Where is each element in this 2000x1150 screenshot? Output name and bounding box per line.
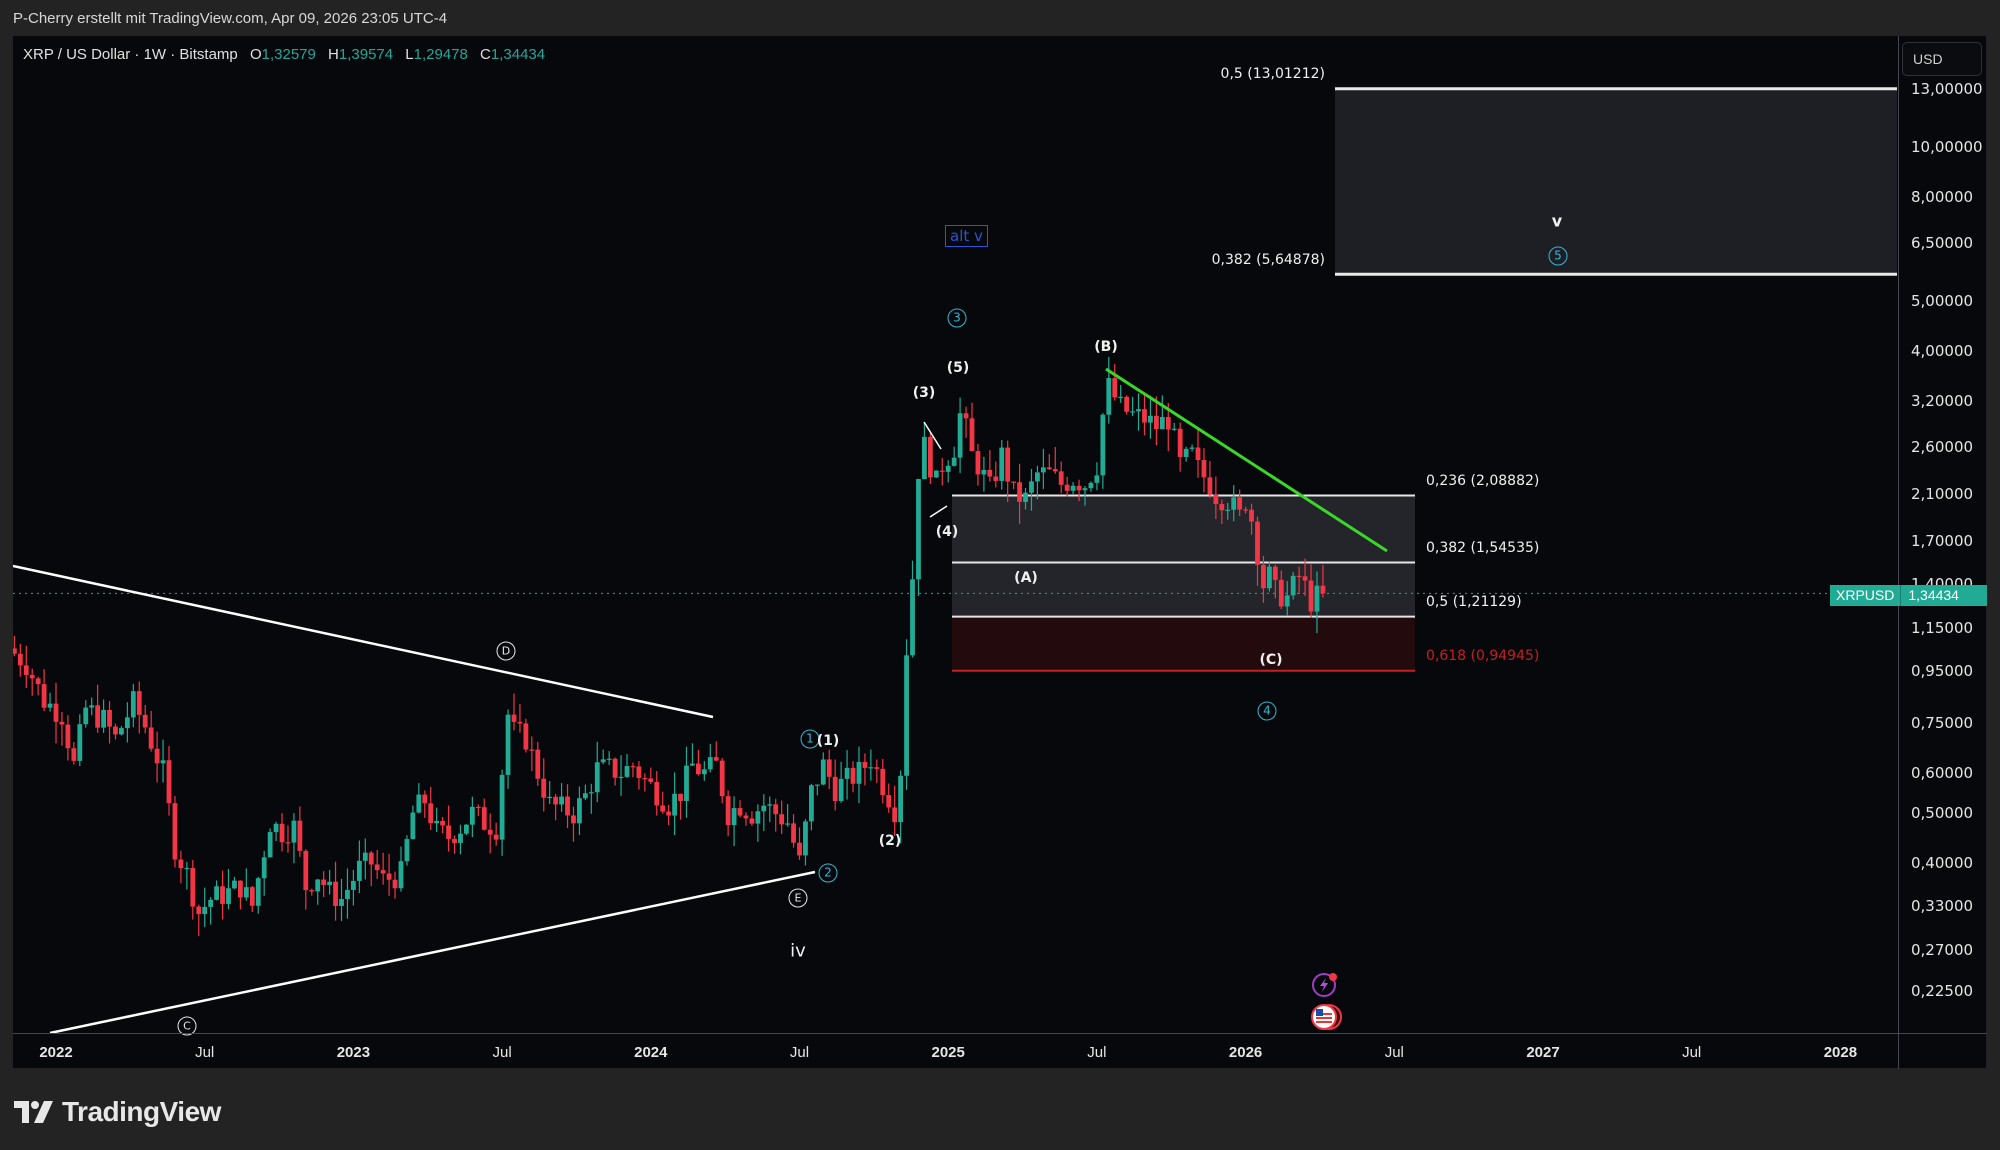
time-tick: 2023 <box>336 1044 371 1061</box>
wave-label-v[interactable]: v <box>1551 211 1563 231</box>
fib-lower-level-2: 0,5 (1,21129) <box>1426 594 1522 610</box>
low-value: 1,29478 <box>413 46 468 63</box>
price-tick: 10,00000 <box>1911 138 1983 157</box>
top-bar: P-Cherry erstellt mit TradingView.com, A… <box>0 0 2000 38</box>
price-tick: 1,70000 <box>1911 532 1974 551</box>
time-tick: Jul <box>1682 1044 1702 1061</box>
wave-label-3[interactable]: (3) <box>912 385 936 401</box>
price-tick: 6,50000 <box>1911 234 1974 253</box>
axis-corner <box>1898 1033 1987 1069</box>
chart-credit: P-Cherry erstellt mit TradingView.com, A… <box>13 10 448 27</box>
wave-label-C[interactable]: (C) <box>1259 652 1283 668</box>
tradingview-logo-icon <box>14 1101 53 1123</box>
tradingview-logo[interactable]: TradingView <box>14 1096 221 1128</box>
wave-4-circle[interactable]: 4 <box>1257 701 1277 721</box>
time-tick: Jul <box>789 1044 810 1061</box>
wave-label-B[interactable]: (B) <box>1094 339 1118 355</box>
time-tick: 2026 <box>1228 1044 1263 1061</box>
lightning-event-icon[interactable] <box>1310 970 1340 1000</box>
price-tick: 2,10000 <box>1911 485 1974 504</box>
time-tick: Jul <box>1087 1044 1107 1061</box>
wave-label-2[interactable]: (2) <box>878 833 902 849</box>
price-tick: 0,95000 <box>1911 661 1974 680</box>
us-flag-event-icon[interactable] <box>1309 1002 1345 1032</box>
price-tick: 0,60000 <box>1911 763 1974 782</box>
wave-label-5[interactable]: (5) <box>946 360 970 376</box>
time-tick: Jul <box>1384 1044 1404 1061</box>
time-tick: 2025 <box>931 1044 965 1061</box>
high-value: 1,39574 <box>338 46 394 63</box>
price-tick: 13,00000 <box>1911 80 1983 98</box>
price-axis[interactable]: 13,00000 10,00000 8,00000 6,50000 5,00000 4,0… <box>1898 36 1987 1033</box>
brand-name: TradingView <box>62 1096 221 1127</box>
wave-label-iv[interactable]: iv <box>790 940 806 962</box>
price-tick: 8,00000 <box>1911 187 1974 206</box>
time-tick: Jul <box>195 1044 215 1061</box>
time-tick: 2028 <box>1823 1044 1858 1061</box>
alt-v-label[interactable]: alt v <box>945 225 988 247</box>
time-tick: 2024 <box>634 1044 668 1061</box>
price-tick: 4,00000 <box>1911 342 1974 361</box>
wave-C-circle[interactable]: C <box>177 1016 197 1036</box>
price-tick: 5,00000 <box>1911 292 1974 311</box>
close-value: 1,34434 <box>490 46 546 63</box>
wave-3-circle[interactable]: 3 <box>947 308 967 328</box>
price-tick: 0,27000 <box>1911 941 1974 960</box>
price-chart[interactable] <box>13 36 1898 1033</box>
fib-lower-level-3: 0,618 (0,94945) <box>1426 648 1540 664</box>
ohlc-legend: XRP / US Dollar · 1W · Bitstamp O1,32579… <box>23 46 546 63</box>
price-tick: 0,50000 <box>1911 804 1974 823</box>
time-tick: 2027 <box>1526 1044 1560 1061</box>
wave-5-circle[interactable]: 5 <box>1548 246 1568 266</box>
price-tick: 1,15000 <box>1911 619 1974 638</box>
price-tag-symbol: XRPUSD <box>1830 585 1902 606</box>
wave-label-4[interactable]: (4) <box>935 524 959 540</box>
fib-lower-level-1: 0,382 (1,54535) <box>1426 540 1540 556</box>
last-price-tag: XRPUSD 1,34434 <box>1830 585 1988 606</box>
open-value: 1,32579 <box>261 46 316 63</box>
wave-label-1[interactable]: (1) <box>816 733 840 749</box>
time-tick: Jul <box>492 1044 512 1061</box>
time-axis[interactable]: 2022 Jul 2023 Jul 2024 Jul 2025 Jul 2026 Jul 2027 J… <box>13 1033 1898 1069</box>
time-tick: 2022 <box>39 1044 73 1061</box>
price-tick: 2,60000 <box>1911 437 1974 456</box>
wave-1-circle[interactable]: 1 <box>800 729 820 749</box>
fib-upper-level-0: 0,5 (13,01212) <box>1220 66 1325 82</box>
price-tick: 0,75000 <box>1911 714 1974 733</box>
wave-D-circle[interactable]: D <box>496 641 516 661</box>
price-tick: 0,33000 <box>1911 896 1974 915</box>
symbol-title[interactable]: XRP / US Dollar · 1W · Bitstamp <box>23 46 238 63</box>
wave-label-A[interactable]: (A) <box>1014 570 1038 586</box>
price-tick: 0,40000 <box>1911 853 1974 872</box>
price-tag-value: 1,34434 <box>1908 587 1959 603</box>
wave-E-circle[interactable]: E <box>788 888 808 908</box>
price-tick: 0,22500 <box>1911 981 1974 1000</box>
wave-2-circle[interactable]: 2 <box>818 863 838 883</box>
fib-lower-level-0: 0,236 (2,08882) <box>1426 473 1540 489</box>
currency-button[interactable]: USD <box>1902 42 1982 76</box>
price-tick: 3,20000 <box>1911 391 1974 410</box>
fib-upper-level-1: 0,382 (5,64878) <box>1211 252 1325 268</box>
